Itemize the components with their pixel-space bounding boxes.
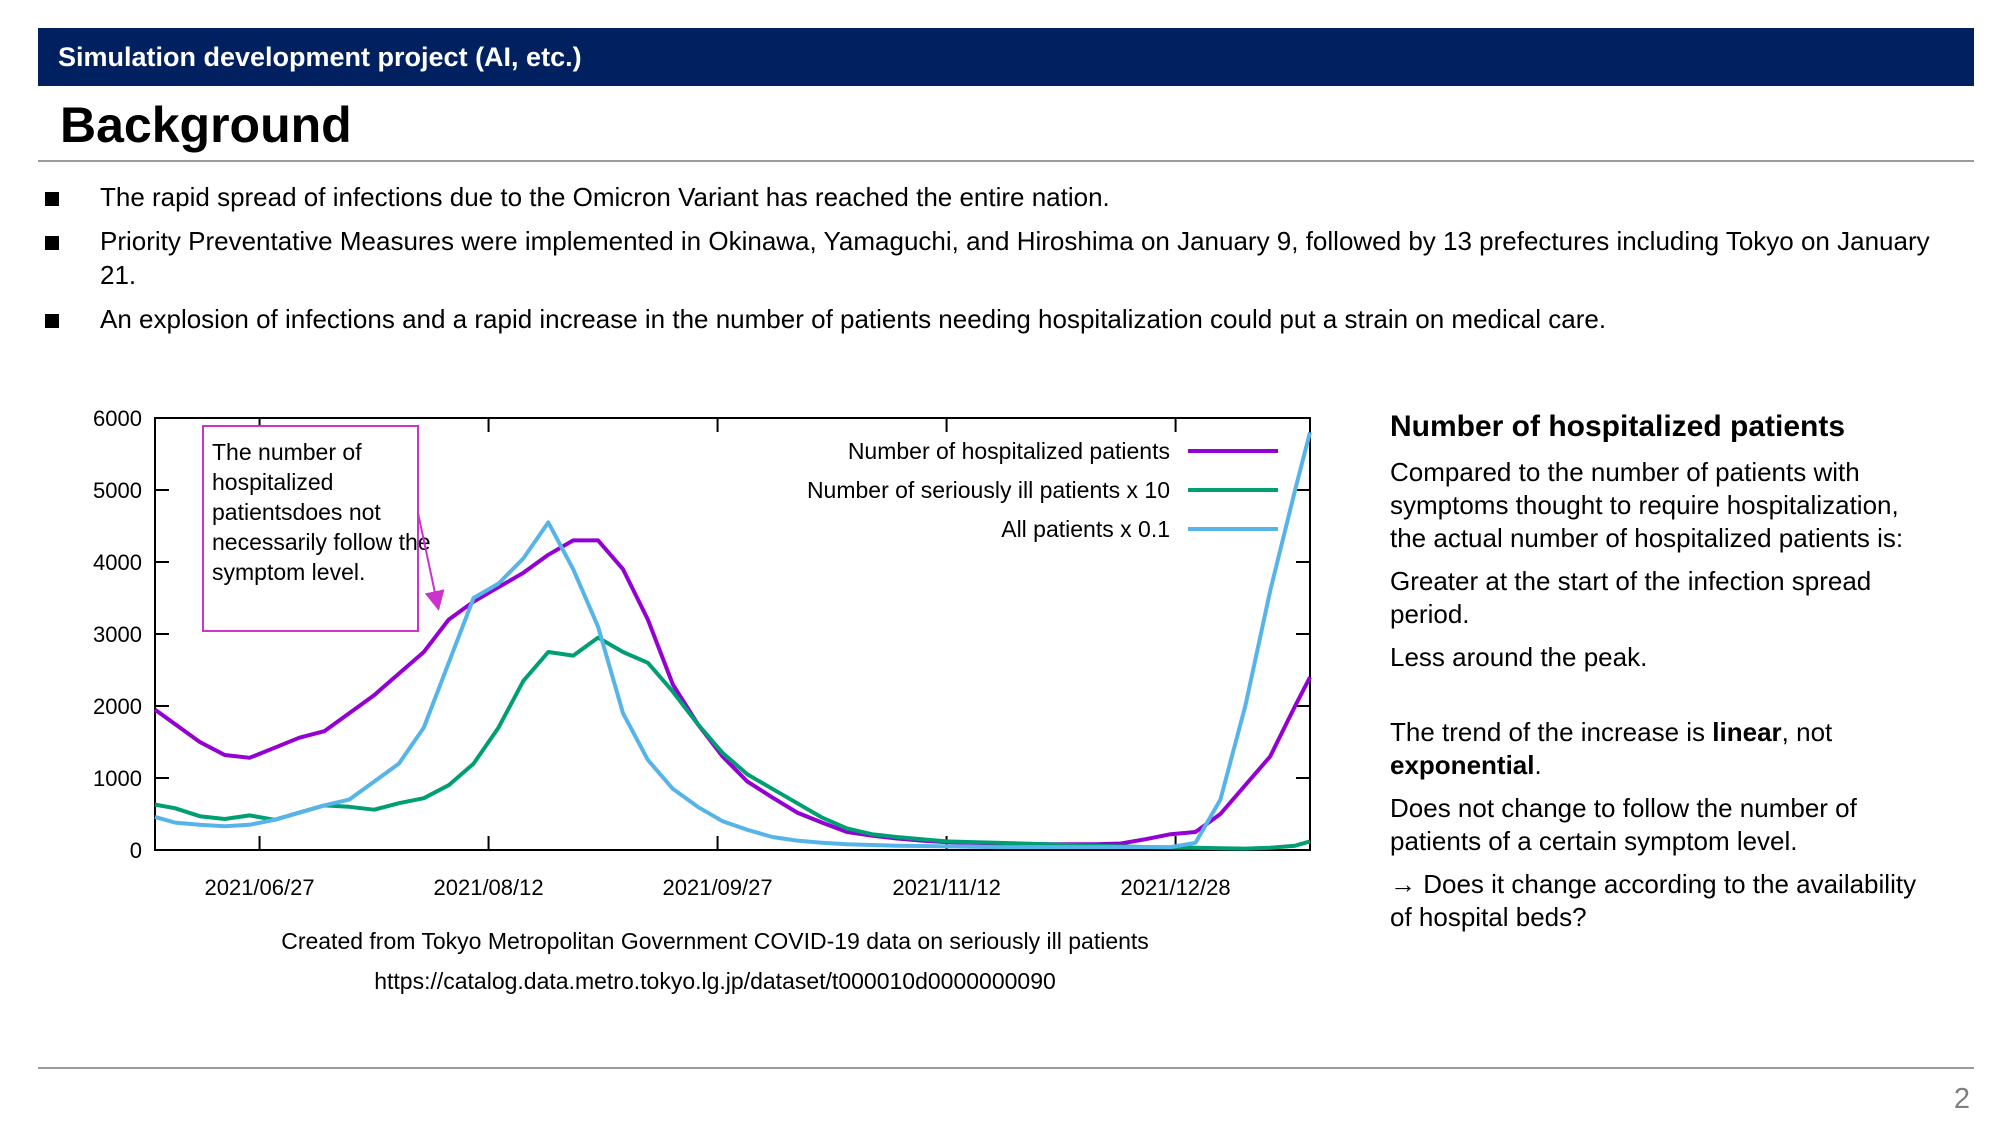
square-bullet-icon — [45, 314, 59, 328]
square-bullet-icon — [45, 236, 59, 250]
x-tick-label: 2021/08/12 — [434, 875, 544, 900]
page-number: 2 — [1953, 1083, 1970, 1115]
series-line-3 — [154, 431, 1312, 850]
series-line-2 — [154, 635, 1311, 851]
x-tick-label: 2021/09/27 — [663, 875, 773, 900]
sidebar-heading: Number of hospitalized patients — [1390, 410, 1846, 443]
chart-caption-source: Created from Tokyo Metropolitan Governme… — [281, 928, 1149, 954]
y-tick-label: 3000 — [93, 622, 142, 647]
sidebar-notes: Number of hospitalized patients Compared… — [1390, 408, 1930, 944]
series-line-1 — [153, 538, 1312, 847]
bullet-item: An explosion of infections and a rapid i… — [42, 302, 1962, 336]
bullet-item: The rapid spread of infections due to th… — [42, 180, 1962, 214]
legend-label: Number of hospitalized patients — [848, 438, 1170, 464]
bullet-list: The rapid spread of infections due to th… — [42, 180, 1962, 346]
chart-annotation: The number of hospitalized patientsdoes no… — [202, 425, 445, 632]
header-divider — [38, 160, 1974, 162]
sidebar-emphasis: exponential — [1390, 750, 1535, 780]
sidebar-paragraph: Does not change to follow the number of … — [1390, 793, 1857, 856]
plot-frame — [154, 417, 1311, 851]
chart-series-group — [153, 431, 1312, 851]
bullet-text: An explosion of infections and a rapid i… — [100, 304, 1607, 334]
x-tick-label: 2021/06/27 — [204, 875, 314, 900]
bullet-text: Priority Preventative Measures were impl… — [100, 226, 1930, 290]
sidebar-emphasis: linear — [1712, 717, 1782, 747]
bullet-item: Priority Preventative Measures were impl… — [42, 224, 1962, 292]
y-tick-label: 1000 — [93, 766, 142, 791]
bullet-text: The rapid spread of infections due to th… — [100, 182, 1110, 212]
square-bullet-icon — [45, 192, 59, 206]
y-tick-label: 6000 — [93, 406, 142, 431]
y-tick-label: 2000 — [93, 694, 142, 719]
x-tick-label: 2021/11/12 — [892, 875, 1000, 900]
sidebar-paragraph: The trend of the increase is linear, not… — [1390, 716, 1930, 782]
y-tick-label: 5000 — [93, 478, 142, 503]
sidebar-text: , not — [1781, 717, 1833, 747]
sidebar-text: . — [1534, 750, 1542, 780]
x-tick-label: 2021/12/28 — [1121, 875, 1231, 900]
banner-title: Simulation development project (AI, etc.… — [58, 42, 582, 72]
annotation-text: The number of hospitalized patientsdoes no… — [212, 439, 431, 585]
chart-axes: 0 1000 2000 3000 4000 5000 6000 2021/06/27 2021/… — [93, 406, 1311, 900]
sidebar-text: The trend of the increase is — [1390, 717, 1713, 747]
sidebar-paragraph: Compared to the number of patients with … — [1390, 457, 1904, 553]
page-title: Background — [60, 97, 352, 153]
footer-divider — [38, 1067, 1974, 1069]
legend-label: Number of seriously ill patients x 10 — [807, 477, 1170, 503]
sidebar-paragraph: → Does it change according to the availa… — [1390, 869, 1917, 932]
hospitalization-chart: 0 1000 2000 3000 4000 5000 6000 2021/06/27 2021/… — [93, 406, 1312, 900]
y-tick-label: 0 — [130, 838, 142, 863]
header-banner: Simulation development project (AI, etc.… — [38, 28, 1974, 86]
y-tick-label: 4000 — [93, 550, 142, 575]
chart-caption-url: https://catalog.data.metro.tokyo.lg.jp/d… — [374, 968, 1056, 994]
annotation-arrow — [417, 512, 445, 611]
sidebar-paragraph: Less around the peak. — [1390, 642, 1648, 672]
annotation-box — [202, 425, 419, 632]
chart-legend: Number of hospitalized patients Number of… — [807, 438, 1278, 542]
sidebar-paragraph: Greater at the start of the infection sp… — [1390, 566, 1872, 629]
legend-label: All patients x 0.1 — [1001, 516, 1170, 542]
